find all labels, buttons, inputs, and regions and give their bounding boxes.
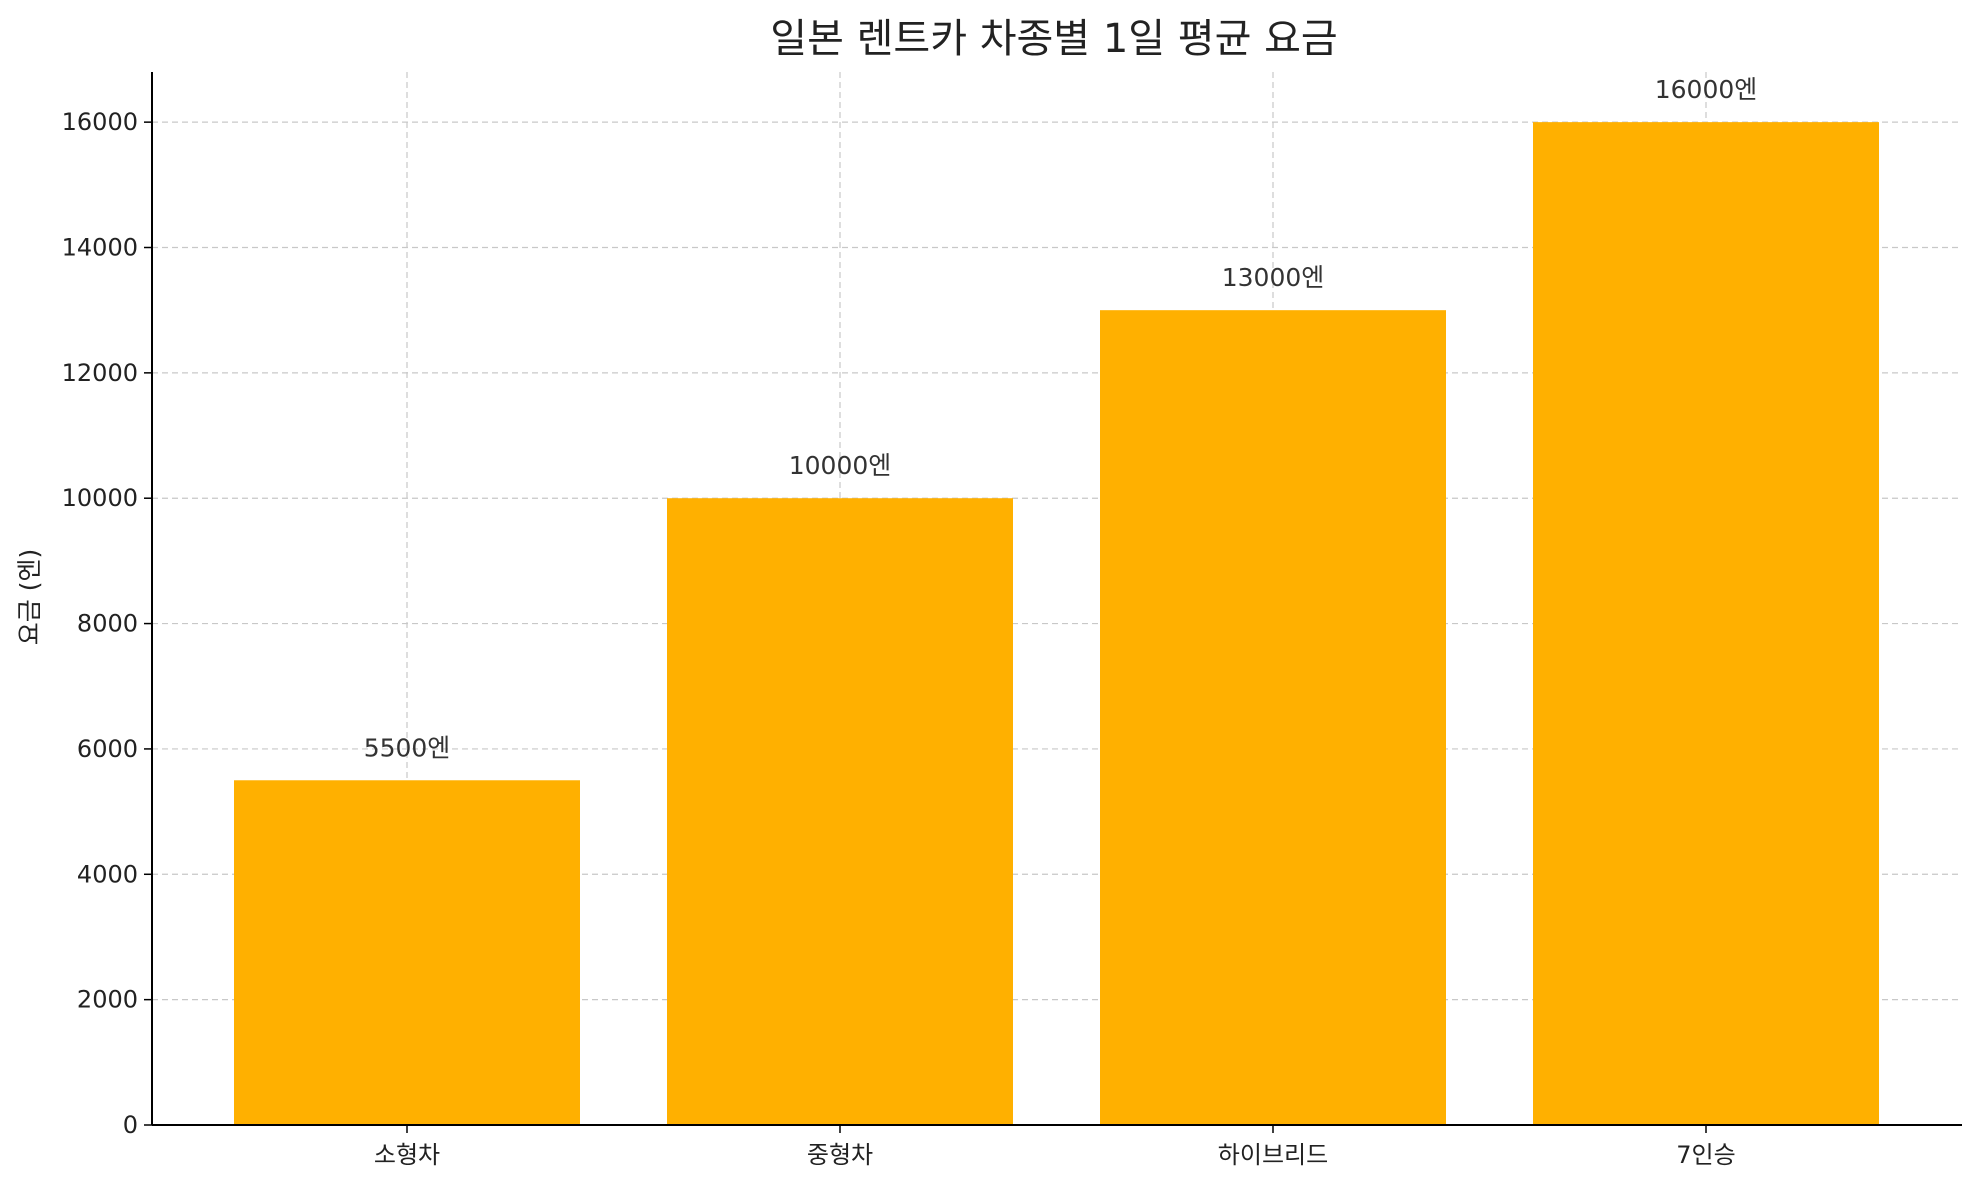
y-tick-label: 10000	[62, 484, 138, 512]
bar-1	[234, 780, 580, 1125]
y-tick-label: 16000	[62, 108, 138, 136]
y-axis-label: 요금 (엔)	[15, 549, 44, 645]
chart-title: 일본 렌트카 차종별 1일 평균 요금	[770, 16, 1337, 62]
tick-labels: 0 2000 4000 6000 8000 10000 12000 14000 16000 소형차…	[62, 108, 1736, 1169]
data-labels: 5500엔 10000엔 13000엔 16000엔	[364, 75, 1758, 762]
y-tick-label: 2000	[77, 986, 138, 1014]
y-tick-label: 14000	[62, 234, 138, 262]
x-tick-label: 중형차	[807, 1141, 873, 1169]
x-tick-label: 소형차	[374, 1141, 440, 1169]
data-label: 5500엔	[364, 733, 451, 762]
bar-2	[667, 498, 1013, 1125]
x-tick-label: 하이브리드	[1218, 1141, 1328, 1169]
y-tick-label: 4000	[77, 860, 138, 888]
data-label: 16000엔	[1655, 75, 1758, 104]
x-tick-label: 7인승	[1676, 1141, 1735, 1169]
data-label: 10000엔	[789, 451, 892, 480]
y-tick-label: 0	[123, 1111, 138, 1139]
axes	[144, 72, 1962, 1133]
bar-3	[1100, 310, 1446, 1125]
y-tick-label: 6000	[77, 735, 138, 763]
bar-4	[1533, 122, 1879, 1125]
bars	[234, 122, 1879, 1125]
y-tick-label: 12000	[62, 359, 138, 387]
data-label: 13000엔	[1222, 263, 1325, 292]
y-tick-label: 8000	[77, 610, 138, 638]
